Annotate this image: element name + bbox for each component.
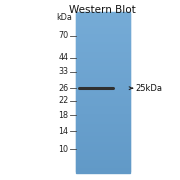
- Bar: [76, 42, 130, 45]
- Bar: [76, 28, 130, 31]
- Bar: [76, 162, 130, 165]
- Bar: [76, 34, 130, 37]
- Text: 44: 44: [58, 53, 68, 62]
- Bar: [76, 86, 130, 89]
- Bar: [76, 140, 130, 143]
- Bar: [76, 56, 130, 59]
- Bar: [76, 84, 130, 87]
- Bar: [76, 66, 130, 69]
- Bar: [76, 134, 130, 137]
- Text: 33: 33: [58, 68, 68, 76]
- Bar: [76, 128, 130, 131]
- Bar: [76, 168, 130, 171]
- Text: kDa: kDa: [56, 14, 72, 22]
- Bar: [76, 54, 130, 57]
- Text: 14: 14: [58, 127, 68, 136]
- Text: 18: 18: [58, 111, 68, 120]
- Bar: [76, 82, 130, 85]
- Bar: [76, 138, 130, 141]
- Bar: [76, 118, 130, 121]
- Bar: [76, 166, 130, 169]
- Bar: [76, 22, 130, 25]
- Bar: [76, 58, 130, 61]
- Bar: [76, 44, 130, 47]
- Bar: [76, 68, 130, 71]
- Bar: [76, 14, 130, 17]
- Bar: [76, 32, 130, 35]
- Text: 10: 10: [58, 145, 68, 154]
- Text: 26: 26: [58, 84, 68, 93]
- Bar: [76, 98, 130, 101]
- Bar: [76, 80, 130, 83]
- Bar: [76, 40, 130, 43]
- Bar: [76, 92, 130, 95]
- Text: 22: 22: [58, 96, 68, 105]
- Bar: [76, 104, 130, 107]
- Bar: [76, 160, 130, 163]
- Bar: [76, 24, 130, 27]
- Bar: [76, 106, 130, 109]
- Bar: [76, 64, 130, 67]
- Bar: [76, 12, 130, 15]
- Bar: [76, 150, 130, 153]
- Bar: [76, 156, 130, 159]
- Bar: [76, 158, 130, 161]
- Bar: [76, 124, 130, 127]
- Bar: [76, 88, 130, 91]
- Bar: [76, 122, 130, 125]
- Bar: [76, 120, 130, 123]
- Bar: [76, 144, 130, 147]
- Bar: [76, 142, 130, 145]
- Bar: [76, 170, 130, 173]
- Bar: [76, 116, 130, 119]
- Bar: [76, 114, 130, 117]
- Bar: [76, 110, 130, 113]
- Text: 70: 70: [58, 31, 68, 40]
- Bar: [76, 102, 130, 105]
- Bar: [76, 164, 130, 167]
- Bar: [76, 152, 130, 155]
- Bar: [76, 126, 130, 129]
- Bar: [76, 52, 130, 55]
- Bar: [76, 108, 130, 111]
- Bar: [76, 20, 130, 23]
- Bar: [76, 30, 130, 33]
- Bar: [76, 130, 130, 133]
- Bar: [76, 132, 130, 135]
- Bar: [76, 76, 130, 79]
- Bar: [76, 100, 130, 103]
- Bar: [76, 90, 130, 93]
- Bar: [76, 70, 130, 73]
- Bar: [76, 50, 130, 53]
- Text: 25kDa: 25kDa: [135, 84, 162, 93]
- Bar: [76, 62, 130, 65]
- Bar: [76, 148, 130, 151]
- Bar: [76, 136, 130, 139]
- Text: Western Blot: Western Blot: [69, 5, 136, 15]
- Bar: [76, 72, 130, 75]
- Bar: [76, 78, 130, 81]
- Bar: [76, 48, 130, 51]
- Bar: [76, 26, 130, 29]
- Bar: [76, 146, 130, 149]
- Bar: [76, 46, 130, 49]
- Bar: [76, 38, 130, 41]
- Bar: [76, 112, 130, 115]
- Bar: [76, 74, 130, 77]
- Bar: [76, 18, 130, 21]
- Bar: [76, 36, 130, 39]
- Bar: [76, 16, 130, 19]
- Bar: [76, 94, 130, 97]
- Bar: [76, 96, 130, 99]
- Bar: [76, 60, 130, 63]
- Bar: [76, 154, 130, 157]
